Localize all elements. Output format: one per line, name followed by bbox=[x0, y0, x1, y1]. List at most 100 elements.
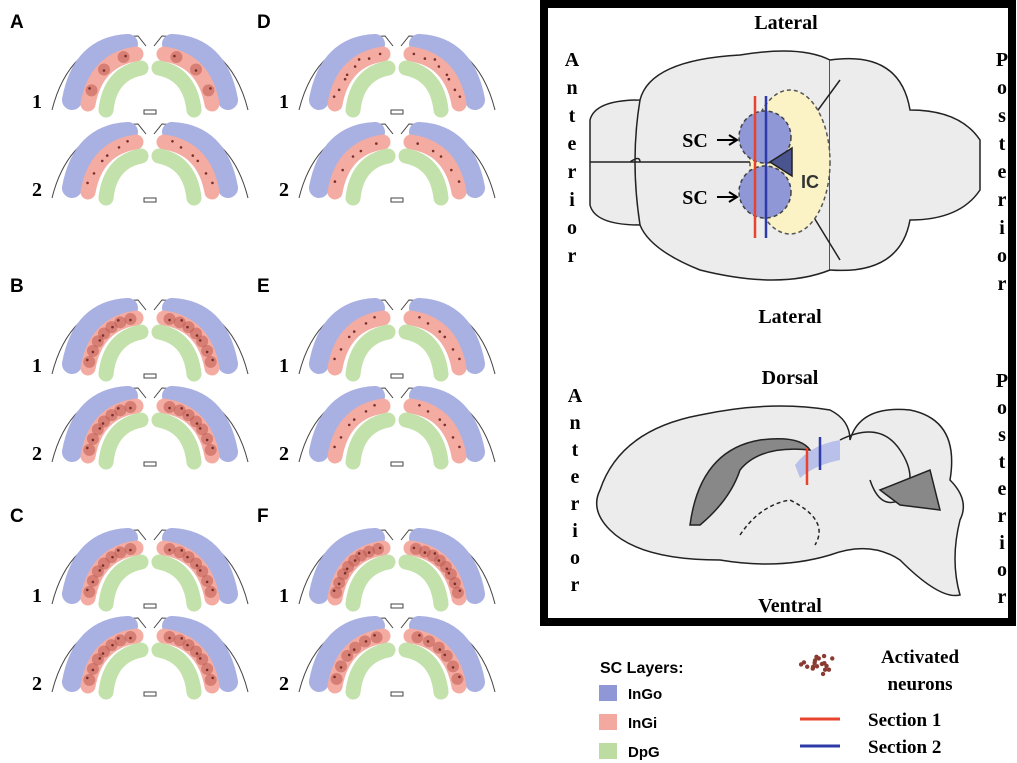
neuron-dot bbox=[186, 644, 189, 647]
neuron-dot bbox=[334, 180, 337, 183]
legend-swatch bbox=[599, 714, 617, 730]
neuron-dot bbox=[86, 359, 89, 362]
neuron-dot bbox=[354, 65, 357, 68]
hemisphere bbox=[52, 300, 146, 374]
label-ic: IC bbox=[801, 172, 819, 192]
neuron-dot bbox=[440, 155, 443, 158]
neuron-dot bbox=[93, 172, 96, 175]
neuron-dot bbox=[358, 552, 361, 555]
layer-dpg bbox=[159, 650, 194, 692]
neuron-dot bbox=[822, 661, 826, 665]
neuron-dot bbox=[333, 446, 336, 449]
neuron-dot bbox=[126, 140, 129, 143]
neuron-dot bbox=[427, 410, 430, 413]
neuron-dot bbox=[427, 640, 430, 643]
neuron-dot bbox=[354, 559, 357, 562]
figure: Lateral Anterior Posterior SC SC IC Late… bbox=[0, 0, 1017, 763]
legend-label: InGo bbox=[628, 686, 662, 703]
neuron-dot bbox=[360, 150, 363, 153]
neuron-dot bbox=[86, 447, 89, 450]
label-lateral-bottom: Lateral bbox=[758, 306, 822, 328]
hemisphere bbox=[299, 618, 393, 692]
neuron-dot bbox=[211, 589, 214, 592]
layer-dpg bbox=[106, 156, 141, 198]
neuron-dot bbox=[168, 637, 171, 640]
neuron-cluster bbox=[83, 674, 95, 686]
neuron-dot bbox=[348, 424, 351, 427]
neuron-dot bbox=[199, 427, 202, 430]
hemisphere bbox=[154, 124, 248, 198]
neuron-dot bbox=[124, 55, 127, 58]
aqueduct bbox=[144, 604, 156, 608]
neuron-dot bbox=[180, 549, 183, 552]
neuron-dot bbox=[365, 322, 368, 325]
section-number: 1 bbox=[279, 355, 289, 377]
neuron-dot bbox=[102, 564, 105, 567]
panel: C12 bbox=[10, 506, 248, 696]
neuron-dot bbox=[454, 583, 457, 586]
layer-dpg bbox=[406, 420, 441, 462]
neuron-dot bbox=[452, 666, 455, 669]
neuron-dot bbox=[373, 404, 376, 407]
neuron-dot bbox=[823, 668, 827, 672]
panel: E12 bbox=[257, 276, 495, 466]
neuron-dot bbox=[196, 160, 199, 163]
section-number: 1 bbox=[32, 585, 42, 607]
panel-label: F bbox=[257, 506, 269, 527]
section-number: 2 bbox=[32, 443, 42, 465]
neuron-dot bbox=[805, 665, 809, 669]
neuron-dot bbox=[92, 439, 95, 442]
neuron-dot bbox=[103, 69, 106, 72]
neuron-dot bbox=[454, 89, 457, 92]
layer-dpg bbox=[353, 332, 388, 374]
legend-label: Section 2 bbox=[868, 737, 941, 758]
legend-neurons-icon bbox=[799, 654, 835, 676]
neuron-dot bbox=[438, 65, 441, 68]
neuron-dot bbox=[206, 439, 209, 442]
neuron-dot bbox=[180, 319, 183, 322]
neuron-dot bbox=[368, 57, 371, 60]
neuron-dot bbox=[86, 677, 89, 680]
neuron-dot bbox=[814, 655, 818, 659]
neuron-dot bbox=[365, 640, 368, 643]
neuron-dot bbox=[341, 169, 344, 172]
aqueduct bbox=[391, 198, 403, 202]
neuron-dot bbox=[443, 654, 446, 657]
aqueduct bbox=[391, 110, 403, 114]
label-sc: SC bbox=[682, 130, 708, 152]
layer-dpg bbox=[159, 332, 194, 374]
neuron-dot bbox=[180, 637, 183, 640]
aqueduct bbox=[391, 462, 403, 466]
neuron-dot bbox=[799, 662, 803, 666]
hemisphere bbox=[154, 300, 248, 374]
neuron-cluster bbox=[205, 674, 217, 686]
neuron-dot bbox=[438, 418, 441, 421]
neuron-dot bbox=[111, 326, 114, 329]
legend-title: SC Layers: bbox=[600, 660, 684, 677]
neuron-dot bbox=[358, 58, 361, 61]
neuron-dot bbox=[348, 654, 351, 657]
neuron-dot bbox=[373, 316, 376, 319]
neuron-dot bbox=[438, 330, 441, 333]
panel-label: C bbox=[10, 506, 24, 527]
neuron-dot bbox=[117, 407, 120, 410]
neuron-dot bbox=[191, 154, 194, 157]
neuron-dot bbox=[458, 358, 461, 361]
neuron-dot bbox=[448, 78, 451, 81]
neuron-dot bbox=[199, 339, 202, 342]
neuron-dot bbox=[206, 351, 209, 354]
neuron-cluster bbox=[83, 444, 95, 456]
neuron-dot bbox=[338, 583, 341, 586]
legend-label: InGi bbox=[628, 715, 657, 732]
neuron-dot bbox=[452, 436, 455, 439]
neuron-dot bbox=[129, 637, 132, 640]
neuron-dot bbox=[211, 182, 214, 185]
hemisphere bbox=[52, 618, 146, 692]
hemisphere bbox=[154, 36, 248, 110]
hemisphere bbox=[401, 300, 495, 374]
neuron-cluster bbox=[205, 586, 217, 598]
neuron-dot bbox=[418, 404, 421, 407]
panels: A12D12B12E12C12F12 bbox=[10, 12, 495, 696]
layer-dpg bbox=[406, 156, 441, 198]
neuron-dot bbox=[432, 150, 435, 153]
